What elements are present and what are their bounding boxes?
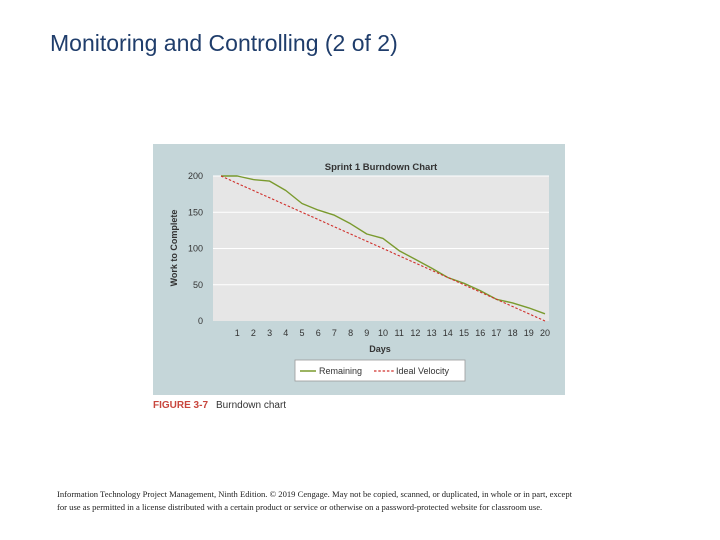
copyright-footer: Information Technology Project Managemen… (57, 488, 677, 514)
x-tick-label: 12 (410, 328, 420, 338)
legend-ideal-label: Ideal Velocity (396, 366, 450, 376)
x-tick-label: 16 (475, 328, 485, 338)
x-tick-label: 4 (283, 328, 288, 338)
footer-line-1: Information Technology Project Managemen… (57, 489, 573, 499)
x-tick-label: 6 (316, 328, 321, 338)
figure-caption: FIGURE 3-7 Burndown chart (153, 400, 286, 411)
x-tick-label: 2 (251, 328, 256, 338)
legend-remaining-label: Remaining (319, 366, 362, 376)
x-tick-label: 13 (427, 328, 437, 338)
y-tick-label: 50 (193, 280, 203, 290)
x-tick-label: 17 (491, 328, 501, 338)
y-tick-label: 0 (198, 316, 203, 326)
figure-panel: Sprint 1 Burndown Chart 0 50 100 150 200 1 2 3 4… (153, 144, 565, 395)
series-line-ideal-velocity (220, 175, 546, 322)
y-tick-label: 100 (188, 244, 203, 254)
x-tick-label: 20 (540, 328, 550, 338)
x-tick-label: 5 (299, 328, 304, 338)
y-tick-label: 200 (188, 171, 203, 181)
footer-line-2: for use as permitted in a license distri… (57, 502, 543, 512)
figure-label: FIGURE 3-7 (153, 400, 209, 411)
x-tick-label: 10 (378, 328, 388, 338)
x-tick-label: 18 (508, 328, 518, 338)
slide-title: Monitoring and Controlling (2 of 2) (50, 30, 398, 56)
y-axis-label: Work to Complete (169, 210, 179, 287)
y-tick-label: 150 (188, 207, 203, 217)
figure-caption-text: Burndown chart (216, 400, 287, 411)
x-tick-label: 11 (395, 328, 404, 338)
x-tick-label: 8 (348, 328, 353, 338)
series-line-remaining (221, 175, 546, 315)
x-tick-label: 19 (524, 328, 534, 338)
x-tick-label: 1 (235, 328, 240, 338)
x-tick-label: 9 (364, 328, 369, 338)
x-tick-label: 14 (443, 328, 453, 338)
x-axis-label: Days (369, 344, 391, 354)
x-tick-label: 7 (332, 328, 337, 338)
x-tick-label: 3 (267, 328, 272, 338)
chart-title: Sprint 1 Burndown Chart (325, 162, 438, 173)
x-tick-label: 15 (459, 328, 469, 338)
